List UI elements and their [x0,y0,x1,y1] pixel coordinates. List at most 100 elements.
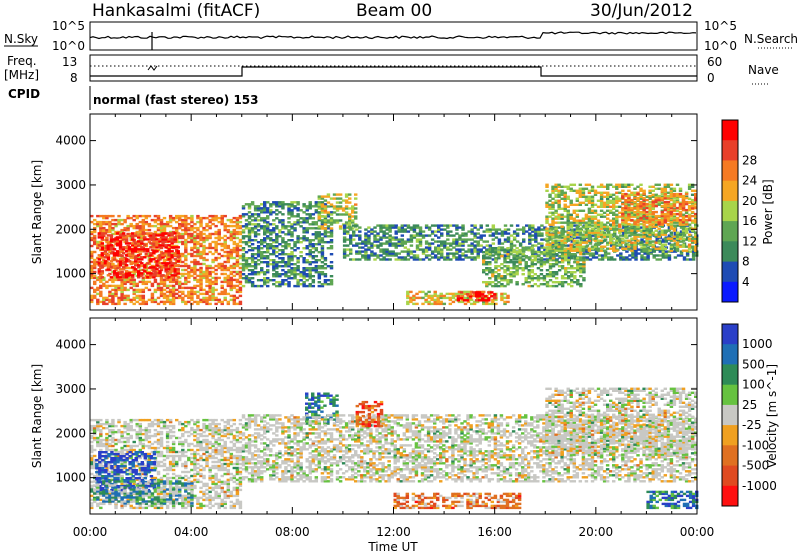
power-cell [156,226,161,230]
power-cell [557,191,561,194]
power-cell [226,246,231,250]
power-cell [326,211,331,214]
power-cell [558,256,562,259]
power-cell [630,183,634,186]
n-search-label: N.Search [744,32,798,46]
power-cell [108,292,112,296]
power-cell [534,252,538,255]
power-cell [317,201,322,204]
power-cell [293,277,297,280]
power-cell [440,224,444,227]
power-cell [190,214,194,218]
power-cell [612,225,616,228]
power-cell [199,274,203,278]
power-cell [263,201,267,204]
power-cell [323,257,328,260]
power-cell [156,216,161,220]
power-cell [473,224,477,227]
power-cell [449,252,453,255]
power-cell [570,281,574,284]
power-cell [153,230,158,234]
power-cell [317,211,322,214]
power-cell [332,205,337,208]
power-cell [612,241,616,244]
power-cell [421,230,426,233]
power-cell [170,274,174,277]
power-cell [418,258,423,261]
power-cell [229,248,234,252]
power-cell [329,227,334,230]
power-cell [335,221,340,224]
power-cell [630,231,634,234]
power-cell [494,267,498,270]
power-cell [99,240,103,244]
power-cell [329,221,334,224]
power-cell [631,254,635,257]
power-cell [675,249,680,252]
power-cell [691,256,696,259]
power-cell [165,222,170,226]
power-cell [320,221,325,224]
power-cell [548,259,553,262]
power-cell [171,286,176,290]
power-cell [296,283,300,286]
power-cell [482,269,486,272]
power-cell [342,232,347,235]
power-cell [464,232,468,235]
power-cell [162,284,167,288]
power-cell [681,229,686,232]
power-cell [158,272,162,275]
power-cell [584,227,589,230]
power-cell [155,244,159,247]
power-cell [515,252,520,255]
power-cell [388,254,392,257]
power-cell [412,228,417,231]
power-cell [382,230,386,233]
power-cell [272,283,276,286]
power-cell [370,250,374,253]
power-cell [666,229,671,232]
power-cell [121,246,126,249]
power-cell [597,258,602,261]
power-cell [534,230,538,233]
power-cell [560,217,564,220]
power-cell [205,302,209,306]
power-cell [250,215,255,218]
power-cell [256,241,261,244]
power-cell [275,201,279,204]
power-cell [581,233,586,236]
power-cell [220,290,224,294]
power-cell [633,245,637,248]
power-cell [314,265,319,268]
power-cell [639,229,643,232]
power-cell [272,211,276,214]
power-cell [657,233,661,236]
power-cell [621,237,625,240]
power-cell [314,235,319,238]
power-cell [467,244,471,247]
power-cell [269,263,273,266]
power-cell [341,213,346,216]
power-cell [563,185,567,188]
power-cell [430,230,435,233]
power-cell [141,294,146,298]
power-cell [654,225,658,228]
power-cell [503,277,507,280]
power-cell [584,217,589,220]
power-cell [211,270,215,274]
power-cell [140,246,144,249]
power-cell [178,296,182,300]
power-cell [645,225,649,228]
power-cell [272,269,276,272]
power-cell [518,251,522,254]
power-cell [226,266,231,270]
power-cell [205,266,209,270]
power-cell [613,230,617,233]
power-cell [187,222,191,226]
power-cell [609,227,613,230]
power-cell [238,244,243,248]
power-cell [164,244,168,247]
power-cell [612,207,616,210]
power-cell [518,253,522,256]
power-cell [118,260,123,263]
